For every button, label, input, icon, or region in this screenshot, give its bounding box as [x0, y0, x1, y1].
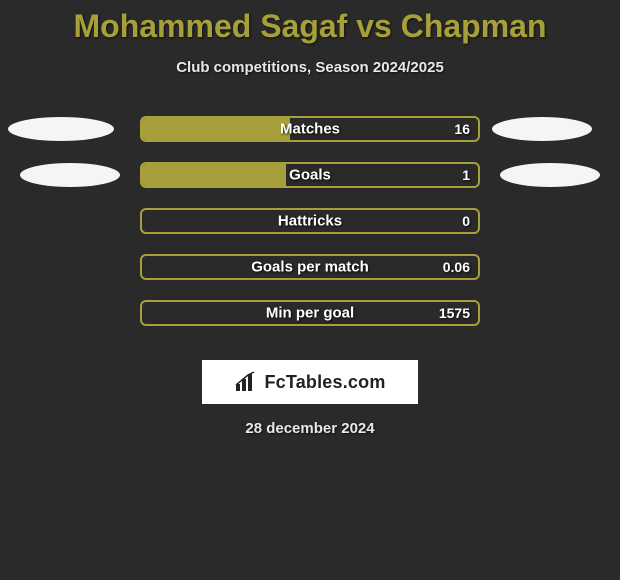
bar-value: 16: [454, 121, 470, 137]
bar-value: 1: [462, 167, 470, 183]
bar-track: Goals per match 0.06: [140, 254, 480, 280]
bar-label: Hattricks: [278, 213, 342, 230]
stat-row: Goals 1: [0, 162, 620, 188]
bar-fill: [142, 118, 290, 140]
bar-track: Matches 16: [140, 116, 480, 142]
bar-fill: [142, 164, 286, 186]
logo-box: FcTables.com: [202, 360, 418, 404]
right-ellipse: [492, 117, 592, 141]
bar-track: Min per goal 1575: [140, 300, 480, 326]
left-ellipse: [8, 117, 114, 141]
date-label: 28 december 2024: [0, 420, 620, 437]
bar-label: Goals: [289, 167, 331, 184]
bar-value: 0.06: [443, 259, 470, 275]
bar-track: Hattricks 0: [140, 208, 480, 234]
comparison-chart: Matches 16 Goals 1 Hattricks 0 Goals per match…: [0, 116, 620, 336]
stat-row: Min per goal 1575: [0, 300, 620, 326]
stat-row: Hattricks 0: [0, 208, 620, 234]
bar-label: Min per goal: [266, 305, 354, 322]
bar-value: 0: [462, 213, 470, 229]
bar-value: 1575: [439, 305, 470, 321]
page-subtitle: Club competitions, Season 2024/2025: [0, 59, 620, 76]
bar-label: Matches: [280, 121, 340, 138]
logo-text: FcTables.com: [264, 372, 385, 393]
bar-label: Goals per match: [251, 259, 369, 276]
stat-row: Goals per match 0.06: [0, 254, 620, 280]
bars-icon: [234, 371, 260, 393]
stat-row: Matches 16: [0, 116, 620, 142]
bar-track: Goals 1: [140, 162, 480, 188]
right-ellipse: [500, 163, 600, 187]
left-ellipse: [20, 163, 120, 187]
page-title: Mohammed Sagaf vs Chapman: [0, 0, 620, 45]
